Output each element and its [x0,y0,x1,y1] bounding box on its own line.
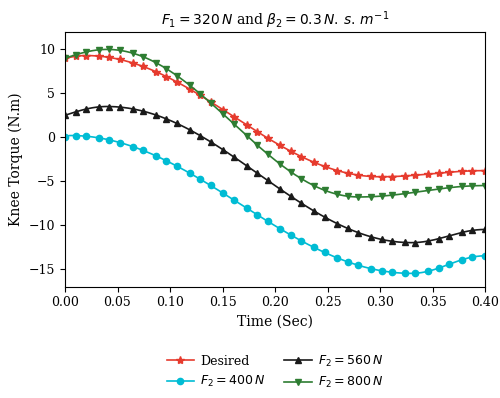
$F_2 = 400\,N$ [68,133,74,138]
$F_2 = 560\,N$ [104,104,110,109]
$F_2 = 800\,N$ [465,183,471,188]
$F_2 = 400\,N$ [176,165,182,170]
$F_2 = 560\,N$ [142,109,148,114]
$F_2 = 560\,N$ [482,227,488,232]
$F_2 = 400\,N$ [142,149,148,154]
Desired [450,170,456,174]
$F_2 = 560\,N$ [465,229,471,234]
Desired [79,53,85,58]
$F_2 = 400\,N$ [62,135,68,140]
$F_2 = 800\,N$ [142,55,148,60]
$F_2 = 400\,N$ [482,254,488,258]
Desired [482,168,488,173]
$F_2 = 800\,N$ [88,49,94,53]
$F_2 = 800\,N$ [482,183,488,188]
Legend: Desired, $F_2 = 400\,N$, $F_2 = 560\,N$, $F_2 = 800\,N$: Desired, $F_2 = 400\,N$, $F_2 = 560\,N$,… [162,349,388,395]
Title: $F_1 = 320\,N$ and $\beta_2 = 0.3\,N.\,s.\,m^{-1}$: $F_1 = 320\,N$ and $\beta_2 = 0.3\,N.\,s… [161,9,389,31]
$F_2 = 560\,N$ [408,240,414,245]
Line: $F_2 = 560\,N$: $F_2 = 560\,N$ [62,103,488,246]
Desired [90,53,96,58]
$F_2 = 400\,N$ [408,271,414,276]
$F_2 = 400\,N$ [81,134,87,139]
Desired [376,174,382,179]
Desired [62,56,68,60]
$F_2 = 400\,N$ [450,260,456,265]
Line: $F_2 = 400\,N$: $F_2 = 400\,N$ [62,133,488,277]
$F_2 = 560\,N$ [88,106,94,111]
Line: Desired: Desired [61,51,489,181]
$F_2 = 400\,N$ [465,256,471,260]
$F_2 = 560\,N$ [79,108,85,113]
$F_2 = 800\,N$ [104,47,110,52]
X-axis label: Time (Sec): Time (Sec) [237,315,313,329]
$F_2 = 560\,N$ [176,122,182,127]
$F_2 = 400\,N$ [90,135,96,139]
$F_2 = 560\,N$ [450,232,456,237]
$F_2 = 800\,N$ [176,75,182,80]
$F_2 = 800\,N$ [62,56,68,60]
Line: $F_2 = 800\,N$: $F_2 = 800\,N$ [62,46,488,201]
Y-axis label: Knee Torque (N.m): Knee Torque (N.m) [9,92,23,226]
Desired [176,81,182,86]
$F_2 = 800\,N$ [450,185,456,189]
Desired [142,65,148,70]
$F_2 = 560\,N$ [62,113,68,118]
$F_2 = 800\,N$ [356,195,362,199]
$F_2 = 800\,N$ [79,51,85,55]
Desired [83,53,89,58]
Desired [465,169,471,174]
